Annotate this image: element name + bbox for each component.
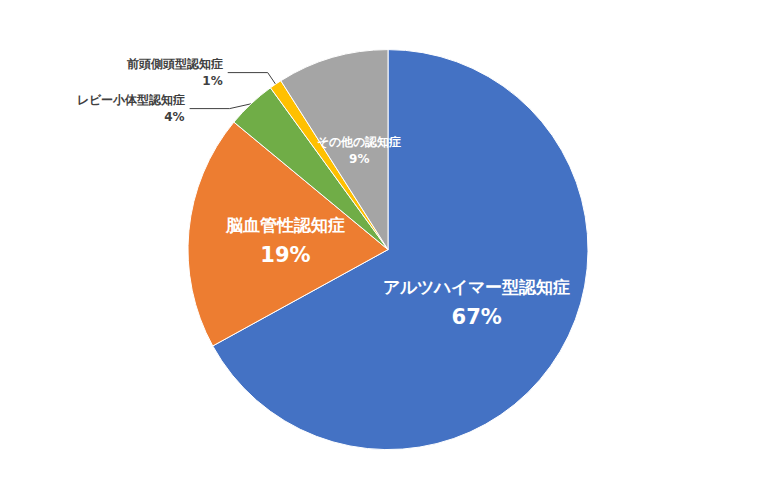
- svg-text:19%: 19%: [260, 243, 310, 267]
- svg-text:4%: 4%: [164, 110, 184, 124]
- svg-text:9%: 9%: [349, 152, 369, 166]
- svg-text:その他の認知症: その他の認知症: [317, 135, 401, 149]
- svg-text:脳血管性認知症: 脳血管性認知症: [225, 215, 345, 235]
- svg-text:アルツハイマー型認知症: アルツハイマー型認知症: [383, 277, 570, 297]
- svg-text:レビー小体型認知症: レビー小体型認知症: [77, 93, 185, 107]
- svg-text:前頭側頭型認知症: 前頭側頭型認知症: [126, 57, 223, 71]
- svg-text:1%: 1%: [202, 74, 222, 88]
- svg-text:67%: 67%: [452, 305, 502, 329]
